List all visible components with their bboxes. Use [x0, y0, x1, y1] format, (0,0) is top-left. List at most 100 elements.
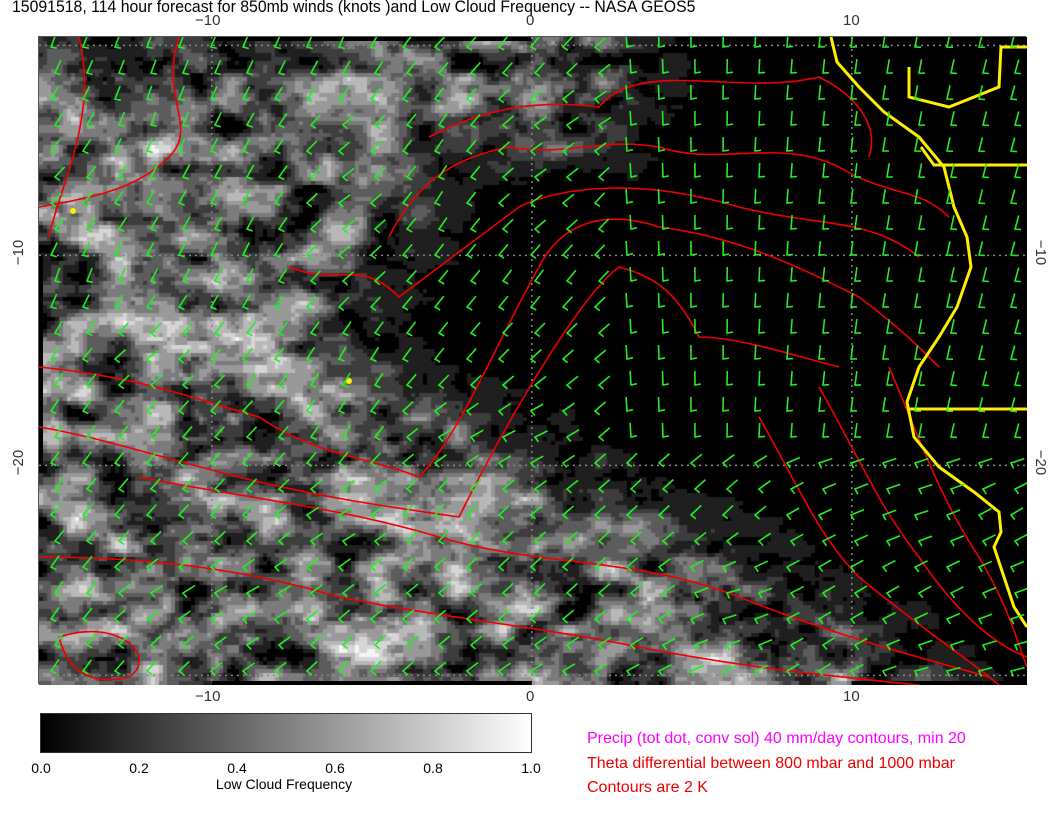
- wind-barb: [981, 534, 996, 547]
- wind-barb: [661, 584, 676, 598]
- wind-barb: [726, 422, 734, 438]
- wind-barb: [85, 59, 94, 76]
- wind-barb: [853, 637, 868, 651]
- wind-barb: [53, 580, 64, 597]
- wind-barb: [401, 661, 415, 676]
- wind-barb: [501, 429, 516, 443]
- wind-barb: [273, 347, 285, 363]
- wind-barb: [49, 606, 60, 623]
- wind-barb: [213, 59, 222, 76]
- wind-barb: [849, 457, 865, 469]
- wind-barb: [465, 37, 477, 51]
- wind-barb: [785, 507, 800, 521]
- wind-barb: [786, 240, 794, 256]
- wind-barb: [981, 163, 990, 179]
- wind-barb: [497, 609, 511, 624]
- wind-barb: [918, 163, 926, 178]
- wind-barb: [277, 585, 292, 599]
- wind-barb: [497, 504, 510, 520]
- wind-barb: [849, 663, 864, 677]
- wind-barb: [913, 509, 929, 521]
- wind-barb: [277, 373, 289, 389]
- wind-barb: [85, 373, 97, 389]
- wind-barb: [1013, 423, 1022, 439]
- wind-barb: [818, 345, 826, 360]
- wind-barb: [277, 425, 289, 441]
- wind-barb: [305, 451, 317, 467]
- wind-barb: [561, 244, 573, 259]
- wind-barb: [945, 509, 961, 521]
- wind-barb: [689, 559, 704, 573]
- wind-barb: [561, 142, 575, 156]
- wind-barb: [981, 111, 990, 127]
- wind-barb: [49, 192, 62, 208]
- wind-barb: [561, 89, 575, 104]
- wind-barb: [981, 586, 997, 599]
- wind-barb: [469, 478, 482, 494]
- wind-barb: [369, 660, 382, 676]
- wind-barb: [433, 556, 446, 572]
- wind-barb: [85, 425, 96, 441]
- wind-barb: [657, 396, 666, 412]
- wind-barb: [53, 217, 65, 233]
- wind-barb: [273, 452, 286, 467]
- wind-barb: [177, 242, 187, 258]
- wind-barb: [113, 557, 126, 572]
- wind-barb: [53, 59, 62, 76]
- wind-barb: [501, 62, 513, 77]
- wind-barb: [85, 217, 97, 233]
- wind-barb: [309, 166, 322, 182]
- wind-barb: [694, 110, 702, 126]
- wind-barb: [593, 349, 607, 364]
- wind-barb: [597, 166, 610, 182]
- wind-barb: [309, 532, 324, 546]
- wind-barb: [690, 84, 698, 100]
- wind-barb: [53, 267, 62, 283]
- wind-barb: [437, 164, 448, 181]
- wind-barb: [117, 583, 131, 598]
- wind-barb: [241, 190, 251, 206]
- wind-barb: [369, 452, 382, 468]
- wind-barb: [821, 482, 837, 495]
- wind-barb: [758, 162, 766, 178]
- wind-barb: [758, 318, 766, 334]
- wind-barb: [946, 37, 954, 49]
- wind-barb: [341, 321, 352, 337]
- wind-barb: [821, 636, 836, 651]
- wind-barb: [1013, 163, 1022, 179]
- wind-barb: [117, 634, 130, 650]
- wind-barb: [625, 84, 634, 100]
- wind-barb: [882, 293, 889, 308]
- map-frame-bars: [39, 37, 1027, 685]
- wind-barb: [273, 86, 283, 103]
- wind-barb: [373, 583, 387, 598]
- wind-barb: [757, 480, 771, 494]
- wind-barb: [1009, 85, 1018, 101]
- wind-barb: [722, 344, 730, 360]
- wind-barb: [977, 507, 992, 521]
- wind-barb: [369, 244, 382, 260]
- wind-barb: [465, 87, 477, 103]
- wind-barb: [822, 59, 830, 74]
- wind-barb: [469, 429, 484, 443]
- wind-barb: [950, 59, 958, 75]
- wind-barb: [913, 666, 929, 677]
- wind-barb: [726, 110, 734, 126]
- wind-barb: [437, 635, 451, 650]
- wind-barb: [882, 37, 889, 48]
- wind-barb: [977, 613, 993, 625]
- lat-tick-right-minus20: −20: [1032, 449, 1050, 476]
- wind-barb: [273, 661, 287, 676]
- wind-barb: [465, 295, 477, 311]
- wind-barb: [693, 586, 709, 599]
- wind-barb: [369, 37, 378, 50]
- wind-barb: [561, 349, 575, 364]
- wind-barb: [369, 346, 380, 363]
- wind-barb: [1013, 111, 1022, 127]
- wind-barb: [213, 164, 223, 180]
- wind-barb: [433, 87, 445, 103]
- wind-barb: [661, 110, 670, 126]
- wind-barb: [497, 37, 509, 51]
- wind-barb: [469, 374, 482, 390]
- wind-barb: [437, 113, 448, 129]
